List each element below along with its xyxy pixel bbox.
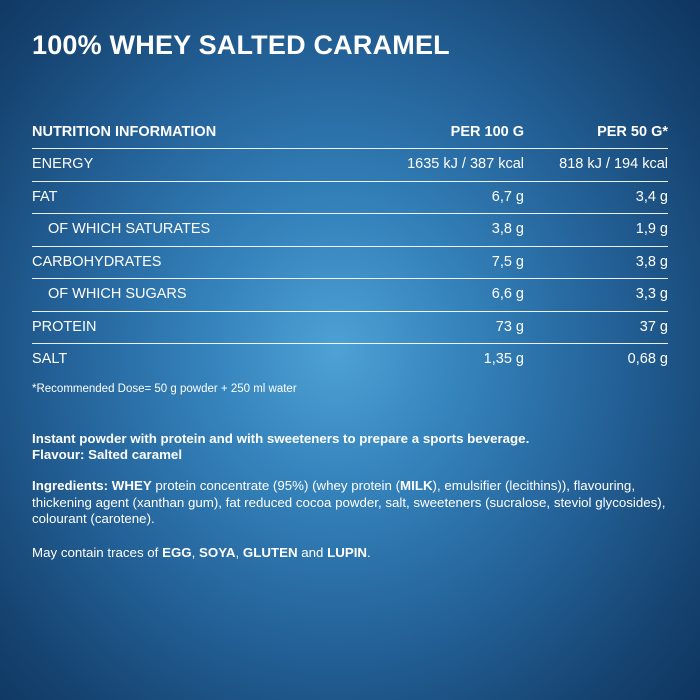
product-description: Instant powder with protein and with swe… [32, 431, 672, 463]
row-per-100g: 1,35 g [483, 351, 524, 367]
table-row-carbohydrates: CARBOHYDRATES 7,5 g 3,8 g [32, 247, 668, 279]
allergen-gluten: GLUTEN [242, 545, 298, 560]
row-per-50g: 0,68 g [627, 351, 668, 367]
row-per-50g: 1,9 g [635, 221, 668, 237]
nutrition-table: NUTRITION INFORMATION PER 100 G PER 50 G… [32, 117, 700, 377]
description-line: Instant powder with protein and with swe… [32, 431, 530, 446]
table-header-row: NUTRITION INFORMATION PER 100 G PER 50 G… [32, 117, 668, 149]
separator: , [191, 545, 200, 560]
table-row-fat: FAT 6,7 g 3,4 g [32, 182, 668, 214]
row-label: FAT [32, 188, 58, 205]
period: . [367, 545, 371, 560]
ingredients-label: Ingredients: [32, 478, 109, 493]
allergen-traces: May contain traces of EGG, SOYA, GLUTEN … [32, 545, 672, 560]
row-per-100g: 3,8 g [491, 221, 524, 237]
allergen-soya: SOYA [199, 545, 236, 560]
row-per-50g: 818 kJ / 194 kcal [559, 156, 668, 172]
separator: , [235, 545, 243, 560]
row-per-100g: 6,7 g [491, 188, 524, 205]
row-per-100g: 7,5 g [491, 253, 524, 270]
allergen-egg: EGG [162, 545, 192, 560]
row-label: PROTEIN [32, 318, 97, 335]
ingredients-text: protein concentrate (95%) (whey protein … [151, 478, 401, 493]
table-row-saturates: OF WHICH SATURATES 3,8 g 1,9 g [32, 214, 668, 247]
row-per-50g: 37 g [639, 318, 668, 335]
ingredients-paragraph: Ingredients: WHEY protein concentrate (9… [32, 478, 672, 528]
recommended-dose-footnote: *Recommended Dose= 50 g powder + 250 ml … [32, 383, 297, 395]
header-nutrition-information: NUTRITION INFORMATION [32, 124, 217, 140]
row-label: OF WHICH SATURATES [48, 221, 211, 237]
row-per-50g: 3,4 g [635, 188, 668, 205]
separator: and [297, 545, 328, 560]
product-title: 100% WHEY SALTED CARAMEL [32, 30, 450, 60]
row-per-50g: 3,3 g [635, 286, 668, 302]
allergen-milk: MILK [400, 478, 433, 493]
allergen-whey: WHEY [111, 478, 152, 493]
allergen-lupin: LUPIN [327, 545, 368, 560]
row-per-100g: 73 g [495, 318, 524, 335]
table-row-salt: SALT 1,35 g 0,68 g [32, 344, 668, 377]
row-label: OF WHICH SUGARS [48, 286, 187, 302]
row-label: ENERGY [32, 156, 94, 172]
ingredients-text: ), emulsifier (lecithins)), flavouring, … [32, 478, 666, 526]
header-per-50g: PER 50 G* [597, 124, 668, 140]
row-per-50g: 3,8 g [635, 253, 668, 270]
traces-prefix: May contain traces of [32, 545, 163, 560]
row-per-100g: 1635 kJ / 387 kcal [407, 156, 524, 172]
table-row-protein: PROTEIN 73 g 37 g [32, 312, 668, 344]
table-row-sugars: OF WHICH SUGARS 6,6 g 3,3 g [32, 279, 668, 312]
table-row-energy: ENERGY 1635 kJ / 387 kcal 818 kJ / 194 k… [32, 149, 668, 182]
row-label: CARBOHYDRATES [32, 253, 162, 270]
flavour-line: Flavour: Salted caramel [32, 447, 183, 462]
row-label: SALT [32, 351, 68, 367]
row-per-100g: 6,6 g [491, 286, 524, 302]
header-per-100g: PER 100 G [450, 124, 524, 140]
